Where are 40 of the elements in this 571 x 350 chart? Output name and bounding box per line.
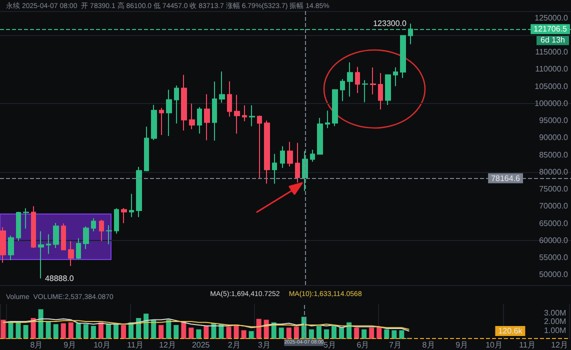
y-tick-label: 85000.0 [539,150,569,160]
y-tick-label: 3.00M [544,308,567,318]
y-tick-label: 50000.0 [539,270,569,280]
y-tick-label: 105000.0 [534,82,569,91]
x-tick-label: 6月 [356,340,370,350]
x-tick-label: 5月 [323,340,336,350]
x-tick-label: 9月 [456,340,468,350]
ref-line-label: 120.6k [498,326,524,336]
y-tick-label: 60000.0 [539,236,569,245]
x-tick-label: 2月 [228,340,240,350]
x-tick-label: 8月 [30,340,43,350]
annotation: 6d 13h [540,36,565,45]
annotation: 48888.0 [44,274,74,284]
ref-line-label: 121706.5 [534,24,568,34]
y-tick-label: 65000.0 [539,218,569,228]
y-tick-label: 80000.0 [539,167,569,176]
x-tick-label: 10月 [94,340,110,350]
y-tick-label: 75000.0 [539,184,569,194]
y-tick-label: 110000.0 [535,64,569,74]
y-tick-label: 90000.0 [539,133,569,142]
x-tick-label: 11月 [127,340,144,350]
annotation: 123300.0 [373,19,408,28]
y-tick-label: 115000.0 [535,48,569,57]
x-tick-label: 11月 [519,340,536,350]
y-tick-label: 70000.0 [539,202,569,211]
x-tick-label: 12月 [551,340,568,350]
y-tick-label: 55000.0 [539,253,569,262]
x-tick-label: 8月 [422,340,435,350]
x-tick-label: 7月 [389,340,402,350]
y-tick-label: 100000.0 [534,98,569,108]
x-tick-label: 12月 [159,340,176,350]
x-tick-label: 2025 [192,340,210,350]
y-tick-label: 125000.0 [534,13,569,22]
x-tick-label: 9月 [64,340,76,350]
y-tick-label: 2.00M [544,317,567,326]
x-tick-label: 10月 [486,340,502,350]
y-tick-label: 95000.0 [539,116,569,126]
y-tick-label: 1.00M [544,326,567,335]
ref-line-label: 78164.6 [491,174,521,183]
x-tick-label: 3月 [258,340,270,350]
